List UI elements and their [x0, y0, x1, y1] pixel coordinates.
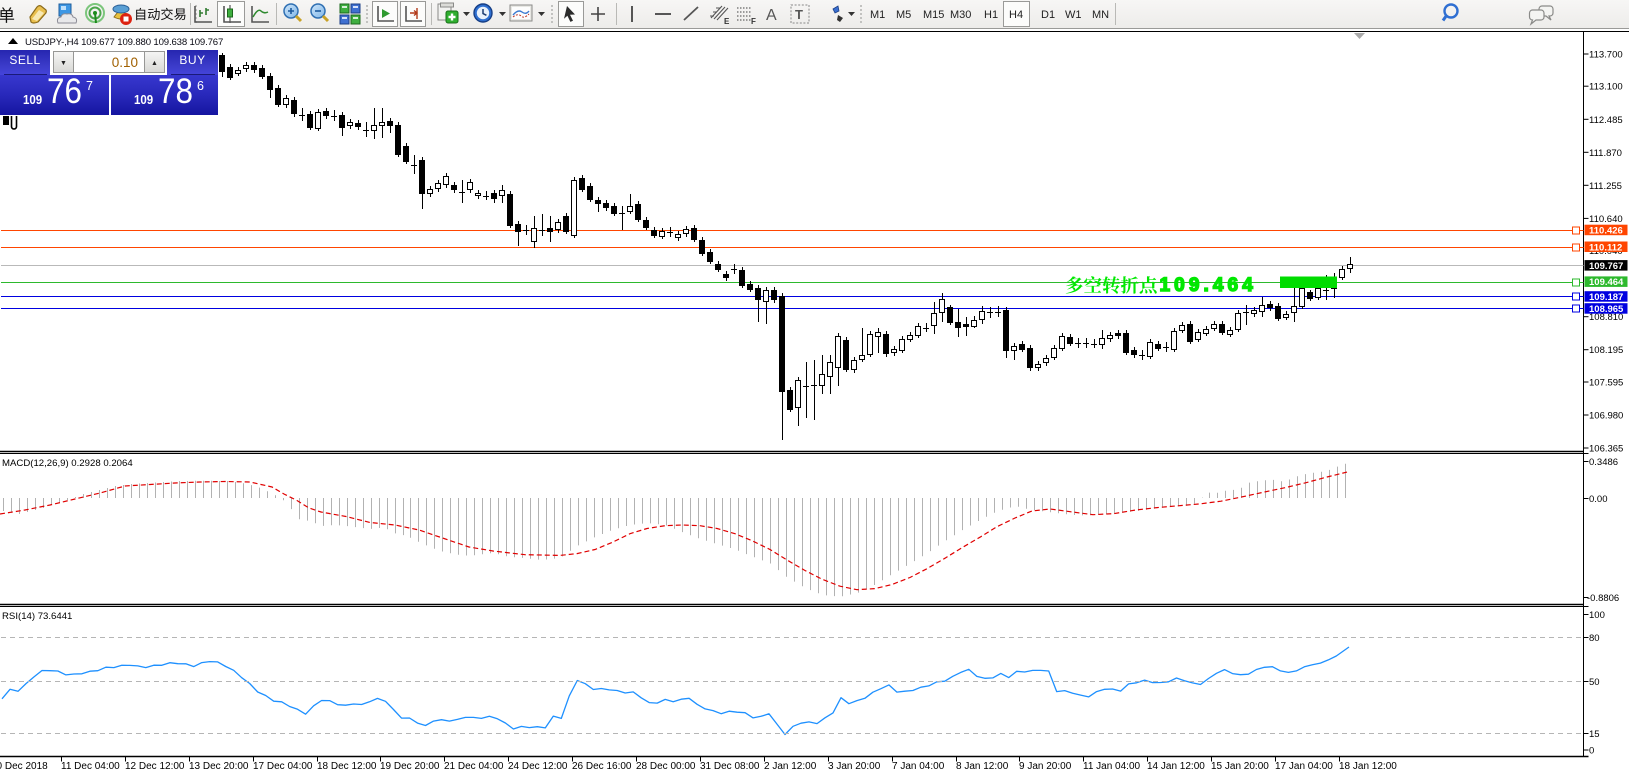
svg-text:MN: MN	[1092, 9, 1109, 21]
svg-text:0: 0	[1589, 746, 1594, 757]
svg-text:0.3486: 0.3486	[1589, 457, 1618, 468]
svg-text:109.464: 109.464	[1160, 275, 1257, 296]
svg-text:11 Dec 04:00: 11 Dec 04:00	[61, 761, 120, 772]
svg-text:113.100: 113.100	[1589, 82, 1623, 93]
svg-text:108.195: 108.195	[1589, 345, 1623, 356]
svg-text:106.980: 106.980	[1589, 411, 1623, 422]
svg-text:110.112: 110.112	[1589, 242, 1622, 253]
svg-text:108.810: 108.810	[1589, 312, 1623, 323]
svg-text:0.00: 0.00	[1589, 494, 1608, 505]
svg-text:H4: H4	[1009, 9, 1023, 21]
svg-text:13 Dec 20:00: 13 Dec 20:00	[189, 761, 249, 772]
svg-text:M5: M5	[896, 9, 911, 21]
svg-text:D1: D1	[1041, 9, 1055, 21]
svg-text:7 Jan 04:00: 7 Jan 04:00	[892, 761, 945, 772]
svg-text:109.767: 109.767	[1589, 261, 1623, 272]
svg-text:26 Dec 16:00: 26 Dec 16:00	[572, 761, 632, 772]
svg-text:21 Dec 04:00: 21 Dec 04:00	[444, 761, 504, 772]
svg-text:111.870: 111.870	[1589, 148, 1622, 159]
svg-text:109.464: 109.464	[1589, 277, 1624, 288]
svg-text:M1: M1	[870, 9, 885, 21]
svg-text:9 Jan 20:00: 9 Jan 20:00	[1019, 761, 1072, 772]
svg-text:24 Dec 12:00: 24 Dec 12:00	[508, 761, 568, 772]
svg-text:M30: M30	[950, 9, 971, 21]
svg-text:112.485: 112.485	[1589, 115, 1623, 126]
svg-text:A: A	[766, 7, 777, 24]
svg-text:12 Dec 12:00: 12 Dec 12:00	[125, 761, 185, 772]
svg-text:17 Dec 04:00: 17 Dec 04:00	[253, 761, 313, 772]
svg-text:31 Dec 08:00: 31 Dec 08:00	[700, 761, 760, 772]
svg-text:RSI(14) 73.6441: RSI(14) 73.6441	[2, 611, 72, 622]
svg-text:50: 50	[1589, 677, 1600, 688]
svg-text:110.640: 110.640	[1589, 214, 1623, 225]
svg-text:3 Jan 20:00: 3 Jan 20:00	[828, 761, 881, 772]
svg-text:18 Dec 12:00: 18 Dec 12:00	[317, 761, 377, 772]
svg-text:T: T	[795, 7, 803, 22]
svg-text:USDJPY-,H4 109.677 109.880 10: USDJPY-,H4 109.677 109.880 109.638 109.7…	[25, 37, 223, 48]
svg-text:H1: H1	[984, 9, 998, 21]
svg-text:80: 80	[1589, 633, 1600, 644]
svg-text:F: F	[751, 17, 756, 26]
svg-text:-0.8806: -0.8806	[1587, 593, 1619, 604]
svg-text:10 Dec 2018: 10 Dec 2018	[0, 761, 48, 772]
svg-text:11 Jan 04:00: 11 Jan 04:00	[1083, 761, 1141, 772]
svg-text:113.700: 113.700	[1589, 50, 1623, 61]
svg-text:110.426: 110.426	[1589, 226, 1623, 237]
svg-text:17 Jan 04:00: 17 Jan 04:00	[1275, 761, 1333, 772]
svg-text:108.965: 108.965	[1589, 304, 1624, 315]
svg-text:19 Dec 20:00: 19 Dec 20:00	[380, 761, 440, 772]
svg-text:100: 100	[1589, 610, 1605, 621]
svg-text:106.365: 106.365	[1589, 444, 1623, 455]
svg-text:2 Jan 12:00: 2 Jan 12:00	[764, 761, 817, 772]
svg-text:111.255: 111.255	[1589, 181, 1622, 192]
svg-text:15 Jan 20:00: 15 Jan 20:00	[1211, 761, 1269, 772]
svg-text:E: E	[724, 17, 730, 26]
svg-text:M15: M15	[923, 9, 944, 21]
svg-text:14 Jan 12:00: 14 Jan 12:00	[1147, 761, 1205, 772]
svg-text:28 Dec 00:00: 28 Dec 00:00	[636, 761, 696, 772]
svg-text:109.187: 109.187	[1589, 292, 1623, 303]
svg-text:MACD(12,26,9) 0.2928 0.2064: MACD(12,26,9) 0.2928 0.2064	[2, 458, 133, 469]
svg-text:W1: W1	[1065, 9, 1082, 21]
svg-text:18 Jan 12:00: 18 Jan 12:00	[1339, 761, 1397, 772]
svg-text:107.595: 107.595	[1589, 378, 1623, 389]
svg-text:15: 15	[1589, 729, 1600, 740]
svg-text:8 Jan 12:00: 8 Jan 12:00	[956, 761, 1009, 772]
